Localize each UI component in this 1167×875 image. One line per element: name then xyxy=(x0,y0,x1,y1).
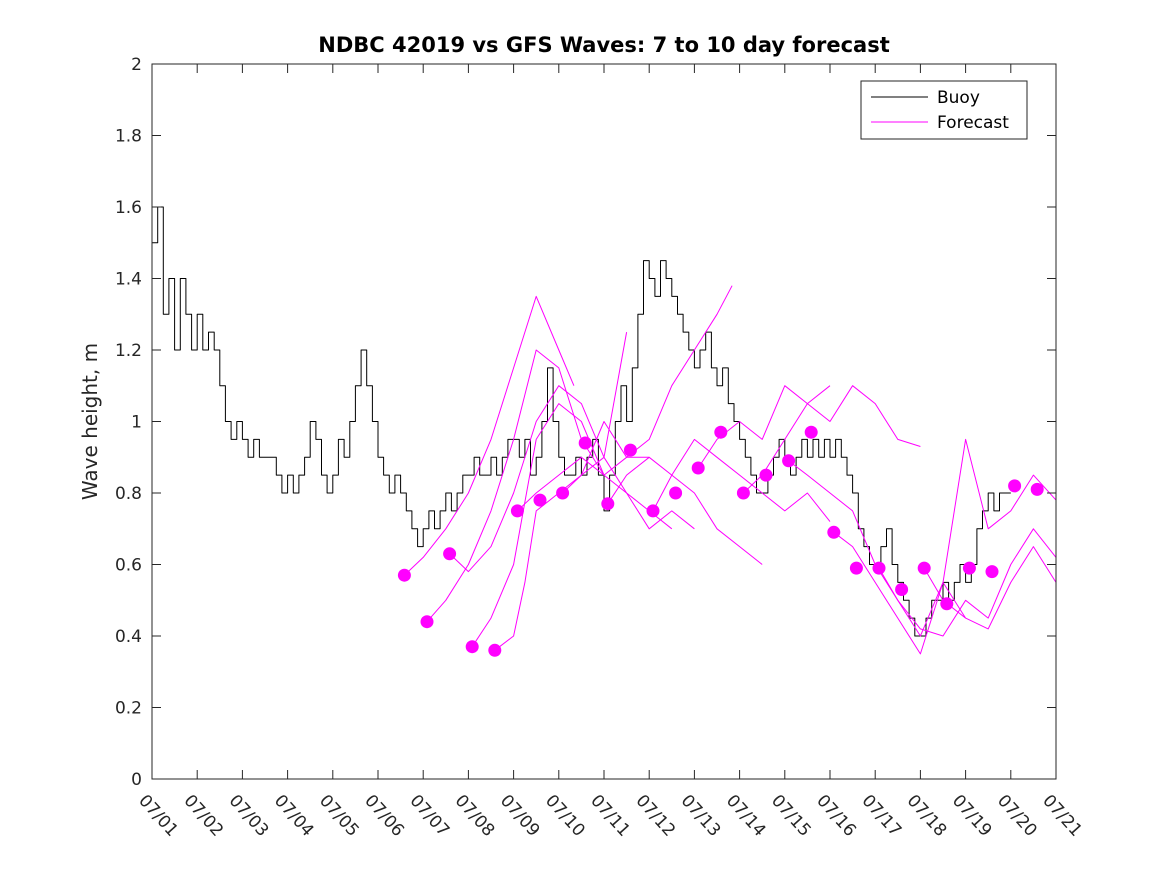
y-tick-label: 0.6 xyxy=(115,556,142,576)
forecast-line xyxy=(652,438,831,522)
forecast-marker xyxy=(872,561,886,575)
forecast-marker xyxy=(985,565,999,579)
forecast-marker xyxy=(714,425,728,439)
forecast-marker xyxy=(646,504,660,518)
forecast-marker xyxy=(917,561,931,575)
y-tick-label: 1 xyxy=(131,413,142,433)
forecast-marker xyxy=(578,436,592,450)
forecast-marker xyxy=(623,443,637,457)
y-tick-label: 1.2 xyxy=(115,341,142,361)
forecast-marker xyxy=(601,497,615,511)
series-layer xyxy=(152,206,1057,655)
forecast-line xyxy=(607,456,763,565)
forecast-marker xyxy=(465,640,479,654)
forecast-line xyxy=(471,403,650,647)
forecast-marker xyxy=(533,493,547,507)
y-tick-label: 2 xyxy=(131,55,142,75)
y-tick-label: 0.4 xyxy=(115,627,142,647)
forecast-marker xyxy=(827,525,841,539)
forecast-line xyxy=(833,438,1057,655)
forecast-marker xyxy=(1030,482,1044,496)
forecast-marker xyxy=(895,583,909,596)
forecast-marker xyxy=(804,425,818,439)
forecast-line xyxy=(562,285,733,494)
y-tick-label: 0.2 xyxy=(115,699,142,719)
forecast-marker xyxy=(556,486,570,500)
forecast-marker xyxy=(691,461,705,475)
forecast-marker xyxy=(782,454,796,468)
y-tick-label: 1.8 xyxy=(115,127,142,147)
legend-entry-buoy: Buoy xyxy=(937,88,980,108)
forecast-line xyxy=(743,385,921,494)
y-axis-label: Wave height, m xyxy=(78,343,102,500)
legend-entry-forecast: Forecast xyxy=(937,113,1009,133)
forecast-line xyxy=(517,456,695,530)
forecast-marker xyxy=(488,643,502,657)
forecast-marker xyxy=(962,561,976,575)
forecast-line xyxy=(494,456,673,651)
y-tick-label: 0 xyxy=(131,770,142,790)
y-axis-ticks: 0 0.2 0.4 0.6 0.8 1 1.2 1.4 1.6 1.8 2 xyxy=(115,55,1056,790)
forecast-marker xyxy=(397,568,411,582)
forecast-line xyxy=(878,528,1057,637)
forecast-marker xyxy=(849,561,863,575)
legend: Buoy Forecast xyxy=(860,80,1028,140)
forecast-marker xyxy=(669,486,683,500)
y-tick-label: 1.4 xyxy=(115,270,142,290)
forecast-marker xyxy=(940,597,954,611)
y-tick-label: 0.8 xyxy=(115,484,142,504)
y-tick-label: 1.6 xyxy=(115,198,142,218)
forecast-marker xyxy=(736,486,750,500)
forecast-marker xyxy=(759,468,773,482)
forecast-marker xyxy=(510,504,524,518)
forecast-line xyxy=(404,295,575,576)
marker-layer xyxy=(397,425,1044,657)
forecast-marker xyxy=(420,615,434,629)
chart-title: NDBC 42019 vs GFS Waves: 7 to 10 day for… xyxy=(318,33,889,57)
legend-box xyxy=(860,80,1028,140)
forecast-marker xyxy=(443,547,457,561)
forecast-marker xyxy=(1008,479,1022,493)
